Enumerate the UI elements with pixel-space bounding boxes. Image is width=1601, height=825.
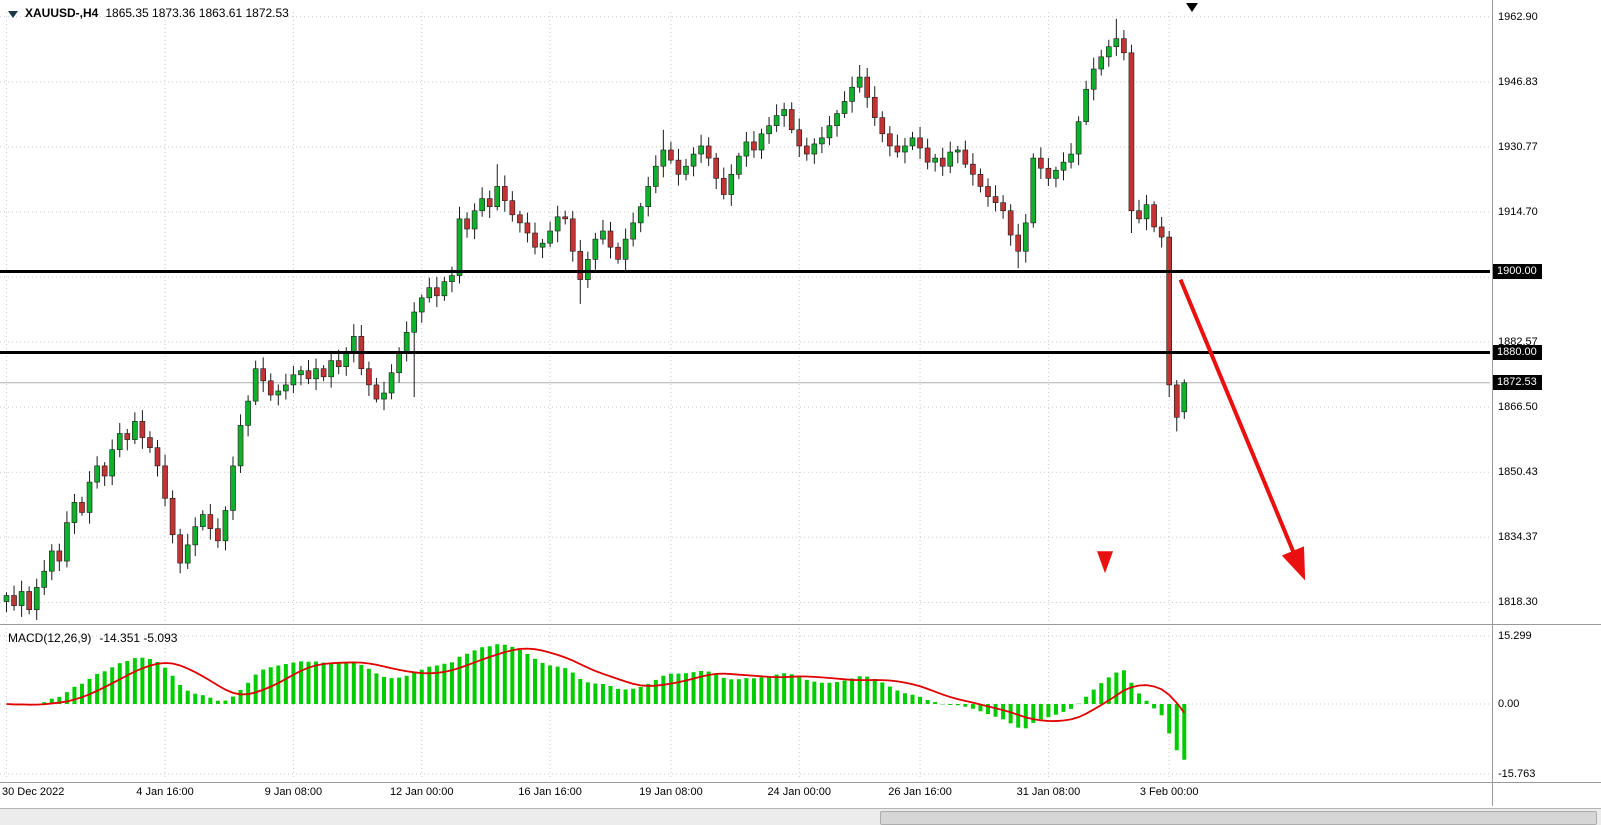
price-axis-label: 1962.90: [1498, 10, 1538, 23]
time-axis-label: 4 Jan 16:00: [136, 786, 194, 798]
macd-histogram: [12, 644, 1187, 760]
hline-price-box[interactable]: 1900.00: [1493, 263, 1542, 279]
chart-header: XAUUSD-,H4 1865.35 1873.36 1863.61 1872.…: [8, 6, 289, 20]
price-axis-label: 1914.70: [1498, 205, 1538, 218]
time-axis-label: 24 Jan 00:00: [767, 786, 832, 798]
price-axis-label: 1818.30: [1498, 596, 1538, 609]
time-axis-label: 3 Feb 00:00: [1139, 786, 1199, 798]
current-price-box: 1872.53: [1493, 374, 1542, 390]
time-axis-label: 19 Jan 08:00: [639, 786, 703, 798]
price-axis-label: 1930.77: [1498, 140, 1538, 153]
price-axis-label: 1850.43: [1498, 466, 1538, 479]
symbol-timeframe-label: XAUUSD-,H4: [25, 6, 99, 20]
time-axis-label: 16 Jan 16:00: [518, 786, 582, 798]
gridlines: [0, 12, 1490, 780]
symbol-dropdown-icon[interactable]: [8, 10, 18, 18]
time-axis-label: 9 Jan 08:00: [264, 786, 323, 798]
time-axis-label: 31 Jan 08:00: [1016, 786, 1081, 798]
macd-values: -14.351 -5.093: [99, 631, 178, 645]
price-axis-separator: [1492, 0, 1493, 806]
time-axis-label: 30 Dec 2022: [2, 786, 65, 798]
macd-signal-line: [6, 647, 1186, 722]
macd-axis-label: 15.299: [1498, 629, 1532, 642]
hline-price-box[interactable]: 1880.00: [1493, 344, 1542, 360]
last-bar-shift-marker-icon[interactable]: [1186, 3, 1198, 12]
time-axis-label: 26 Jan 16:00: [888, 786, 952, 798]
trend-arrow[interactable]: [1178, 278, 1306, 581]
time-axis-label: 12 Jan 00:00: [389, 786, 454, 798]
ohlc-values: 1865.35 1873.36 1863.61 1872.53: [105, 6, 289, 20]
candle-series: [3, 18, 1188, 620]
scrollbar-thumb[interactable]: [880, 811, 1597, 825]
price-axis-label: 1866.50: [1498, 401, 1538, 414]
macd-axis-label: -15.763: [1498, 768, 1536, 781]
macd-axis-label: 0.00: [1498, 698, 1520, 710]
price-axis-label: 1834.37: [1498, 531, 1538, 544]
time-axis-separator: [0, 782, 1601, 783]
pane-separator[interactable]: [0, 624, 1601, 625]
sell-signal-marker-icon[interactable]: [1097, 551, 1114, 574]
price-axis-label: 1946.83: [1498, 75, 1538, 88]
macd-indicator-label: MACD(12,26,9) -14.351 -5.093: [8, 631, 177, 645]
macd-name: MACD(12,26,9): [8, 631, 92, 645]
horizontal-scrollbar[interactable]: [0, 808, 1601, 825]
